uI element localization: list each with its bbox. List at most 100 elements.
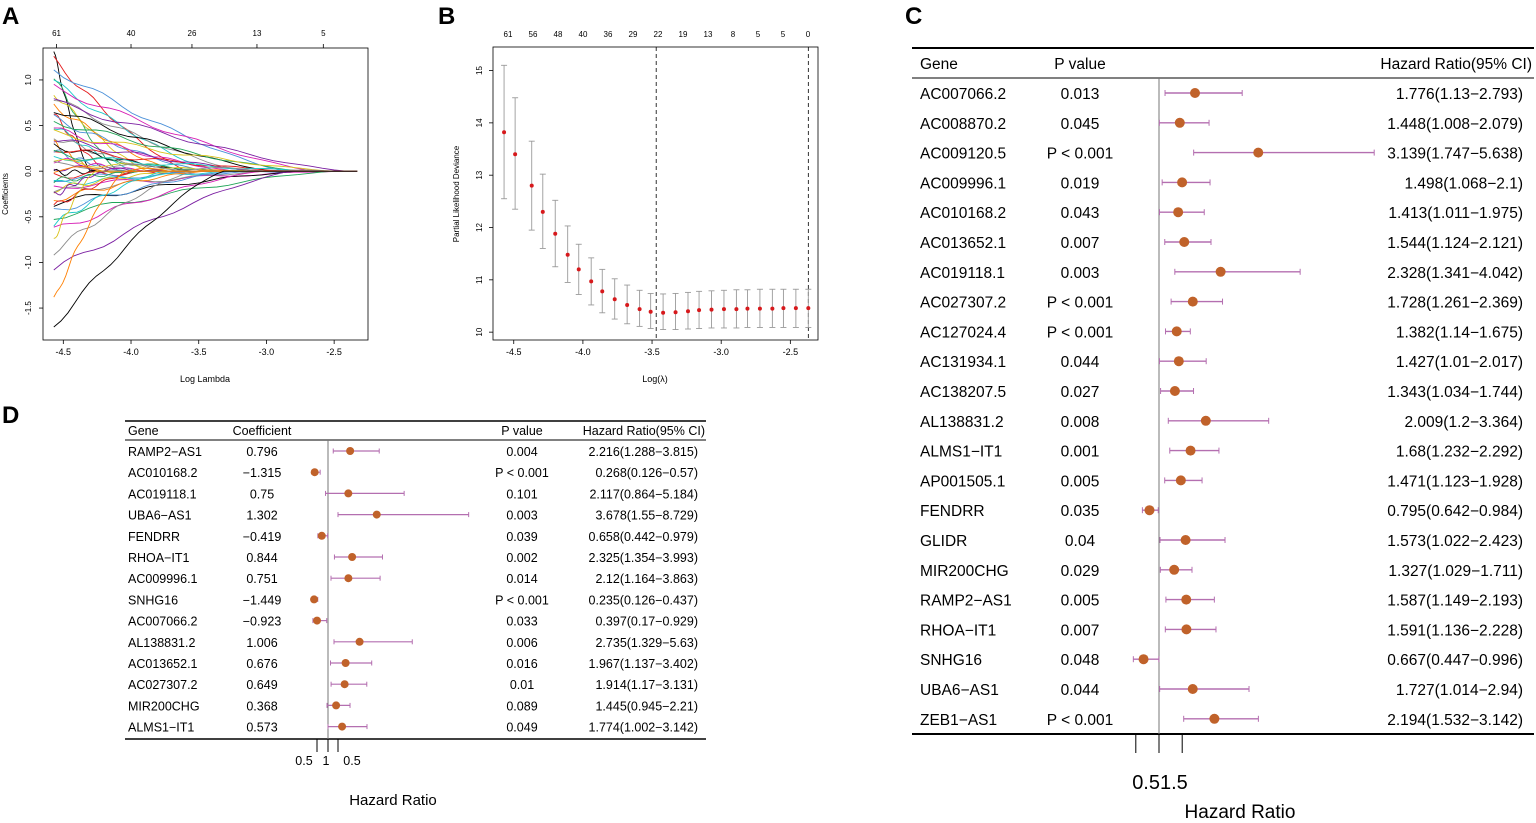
panel-c-hr-point bbox=[1173, 356, 1184, 367]
lasso-path-22 bbox=[53, 149, 358, 172]
panel-d-pvalue-label: 0.014 bbox=[506, 572, 537, 586]
panel-c-axis-label: Hazard Ratio bbox=[1185, 802, 1296, 823]
panel-d-hr-point bbox=[313, 616, 322, 625]
panel-d-pvalue-label: 0.003 bbox=[506, 509, 537, 523]
panel-a-letter: A bbox=[2, 3, 19, 30]
panel-a-ytick-label: -1.0 bbox=[24, 255, 33, 269]
panel-d-gene-label: AL138831.2 bbox=[128, 636, 195, 650]
panel-d-hr-label: 1.914(1.17−3.131) bbox=[595, 678, 698, 692]
panel-d-hr-point bbox=[317, 531, 326, 540]
panel-d-coef-label: 0.649 bbox=[246, 678, 277, 692]
lasso-path-23 bbox=[53, 149, 358, 172]
cv-point bbox=[637, 307, 642, 312]
cv-point bbox=[673, 310, 678, 315]
panel-d-gene-label: AC013652.1 bbox=[128, 657, 198, 671]
panel-c-hr-point bbox=[1181, 624, 1192, 635]
panel-c-pvalue-label: P < 0.001 bbox=[1047, 324, 1114, 341]
panel-d-axis-tick-label: 0.5 bbox=[295, 754, 312, 768]
panel-d-gene-label: FENDRR bbox=[128, 530, 180, 544]
panel-b-ytick-label: 12 bbox=[475, 223, 484, 232]
panel-c-pvalue-label: P < 0.001 bbox=[1047, 295, 1114, 312]
panel-c-axis: 0.51.5 Hazard Ratio bbox=[1132, 734, 1295, 823]
panel-d-coef-label: 0.368 bbox=[246, 699, 277, 713]
panel-b-ylabel: Partial Likelihood Deviance bbox=[452, 145, 461, 242]
panel-d-coef-label: 0.573 bbox=[246, 721, 277, 735]
panel-d-hr-label: 0.397(0.17−0.929) bbox=[595, 615, 698, 629]
panel-c-hr-label: 1.327(1.029−1.711) bbox=[1388, 563, 1523, 580]
panel-c-hr-label: 1.573(1.022−2.423) bbox=[1387, 533, 1523, 550]
panel-c-hr-point bbox=[1185, 445, 1196, 456]
panel-c-hr-point bbox=[1173, 207, 1184, 218]
panel-c-gene-label: RAMP2−AS1 bbox=[920, 593, 1012, 610]
panel-c-axis-tick-labels: 0.51.5 bbox=[1132, 772, 1188, 794]
cv-point bbox=[709, 307, 714, 312]
lasso-path-13 bbox=[53, 114, 358, 172]
panel-a-xtick-label: -3.5 bbox=[191, 347, 207, 357]
lasso-path-44 bbox=[53, 170, 358, 220]
panel-d-hr-point bbox=[344, 489, 353, 498]
panel-b-ytick-label: 10 bbox=[475, 327, 484, 336]
panel-b-top-tick-label: 5 bbox=[781, 30, 786, 39]
cv-point bbox=[600, 289, 605, 294]
panel-c-hr-label: 1.728(1.261−2.369) bbox=[1387, 295, 1523, 312]
panel-d-coef-label: 0.796 bbox=[246, 445, 277, 459]
panel-d-multivariate-forest: Gene Coefficient P value Hazard Ratio(95… bbox=[125, 420, 706, 809]
panel-c-pvalue-label: 0.043 bbox=[1061, 205, 1100, 222]
panel-b-ytick-label: 11 bbox=[475, 275, 484, 284]
panel-d-hr-point bbox=[340, 680, 349, 689]
panel-d-coef-label: 0.751 bbox=[246, 572, 277, 586]
panel-d-hr-label: 2.325(1.354−3.993) bbox=[589, 551, 698, 565]
panel-c-hr-label: 1.471(1.123−1.928) bbox=[1387, 473, 1523, 490]
panel-c-gene-label: AC013652.1 bbox=[920, 235, 1006, 252]
panel-b-ytick-label: 15 bbox=[475, 66, 484, 75]
panel-d-header-coef: Coefficient bbox=[233, 424, 292, 438]
panel-c-pvalue-label: 0.027 bbox=[1061, 384, 1100, 401]
panel-c-hr-label: 1.413(1.011−1.975) bbox=[1388, 205, 1523, 222]
panel-c-gene-label: SNHG16 bbox=[920, 652, 982, 669]
panel-b-frame bbox=[492, 46, 819, 341]
panel-d-pvalue-label: 0.01 bbox=[510, 678, 534, 692]
panel-c-hr-point bbox=[1144, 505, 1155, 516]
panel-a-ylabel: Coefficients bbox=[1, 173, 10, 215]
panel-b-xtick-label: -4.5 bbox=[506, 347, 522, 357]
panel-c-gene-label: RHOA−IT1 bbox=[920, 622, 996, 639]
panel-d-pvalue-label: 0.006 bbox=[506, 636, 537, 650]
panel-d-gene-label: AC010168.2 bbox=[128, 466, 198, 480]
panel-d-hr-label: 0.235(0.126−0.437) bbox=[589, 593, 698, 607]
panel-c-gene-label: FENDRR bbox=[920, 503, 985, 520]
panel-d-pvalue-label: 0.089 bbox=[506, 699, 537, 713]
lasso-path-28 bbox=[53, 160, 358, 172]
cv-point bbox=[565, 252, 570, 257]
panel-c-gene-label: MIR200CHG bbox=[920, 563, 1009, 580]
panel-c-hr-label: 1.587(1.149−2.193) bbox=[1387, 593, 1523, 610]
panel-c-gene-label: AC131934.1 bbox=[920, 354, 1006, 371]
panel-c-gene-label: AC010168.2 bbox=[920, 205, 1006, 222]
panel-d-pvalue-label: 0.101 bbox=[506, 487, 537, 501]
panel-d-header-gene: Gene bbox=[128, 424, 159, 438]
panel-a-ytick-label: -0.5 bbox=[24, 209, 33, 223]
panel-a-top-tick-label: 40 bbox=[127, 29, 136, 38]
cv-point bbox=[697, 308, 702, 313]
cv-point bbox=[553, 231, 558, 236]
panel-c-gene-label: AC127024.4 bbox=[920, 324, 1007, 341]
panel-c-gene-label: AC138207.5 bbox=[920, 384, 1006, 401]
panel-d-gene-label: AC009996.1 bbox=[128, 572, 198, 586]
panel-c-pvalue-label: P < 0.001 bbox=[1047, 146, 1114, 163]
panel-b-top-tick-label: 61 bbox=[504, 30, 513, 39]
panel-c-hr-point bbox=[1187, 684, 1198, 694]
panel-d-hr-label: 2.216(1.288−3.815) bbox=[589, 445, 698, 459]
panel-b-top-tick-label: 36 bbox=[604, 30, 613, 39]
panel-c-header-hr: Hazard Ratio(95% CI) bbox=[1380, 56, 1532, 73]
panel-a-top-tick-label: 61 bbox=[52, 29, 61, 38]
panel-d-hr-label: 2.12(1.164−3.863) bbox=[595, 572, 698, 586]
panel-c-hr-point bbox=[1169, 564, 1180, 575]
panel-d-header-hr: Hazard Ratio(95% CI) bbox=[583, 424, 705, 438]
lasso-path-33 bbox=[53, 170, 358, 182]
cv-point bbox=[781, 306, 786, 311]
panel-c-rows: AC007066.2 0.013 1.776(1.13−2.793) AC008870… bbox=[920, 78, 1523, 753]
panel-c-hr-label: 1.448(1.008−2.079) bbox=[1387, 116, 1523, 133]
panel-c-hr-point bbox=[1200, 415, 1211, 426]
panel-d-coef-label: −0.923 bbox=[243, 615, 282, 629]
panel-c-gene-label: AC008870.2 bbox=[920, 116, 1006, 133]
